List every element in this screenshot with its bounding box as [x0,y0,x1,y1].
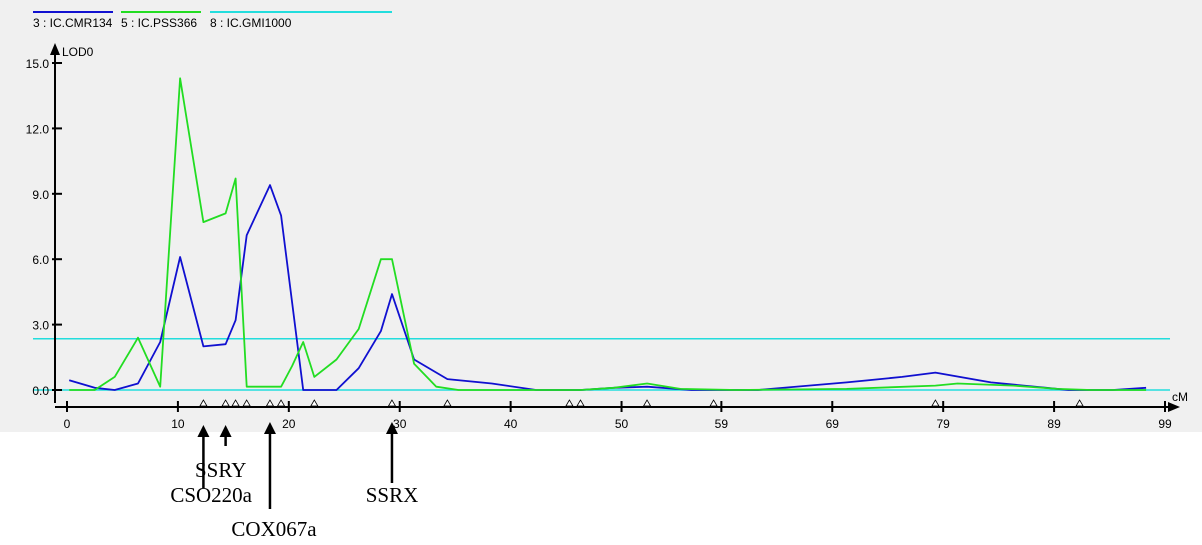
y-tick-label: 15.0 [26,57,50,71]
y-tick-label: 12.0 [26,122,50,136]
annotation-arrowhead-icon [385,422,398,434]
marker-triangle-icon [642,399,652,407]
marker-triangle-icon [1075,399,1084,407]
legend: 3 : IC.CMR134 5 : IC.PSS366 8 : IC.GMI1000 [33,11,392,30]
x-tick-label: 79 [937,417,951,431]
x-tick-label: 89 [1047,417,1061,431]
annotation-arrowhead-icon [197,425,210,437]
annotation-arrowhead-icon [219,425,232,437]
legend-label: 8 : IC.GMI1000 [210,16,292,30]
marker-triangle-icon [276,399,286,407]
x-tick-label: 0 [64,417,71,431]
annotation-label: COX067a [231,517,317,541]
marker-triangle-icon [242,399,251,407]
y-tick-label: 3.0 [32,319,49,333]
y-axis-title: LOD0 [62,45,94,59]
annotation-label: CSO220a [170,483,252,507]
annotation-label: SSRX [366,483,419,507]
x-tick-label: 30 [393,417,407,431]
y-tick-label: 0.0 [32,384,49,398]
y-tick-label: 6.0 [32,253,49,267]
marker-triangle-icon [576,399,585,407]
marker-triangle-icon [310,399,319,407]
marker-triangle-icon [231,399,240,407]
marker-triangle-icon [443,399,452,407]
x-tick-label: 99 [1158,417,1172,431]
x-axis-arrow-icon [1168,402,1180,412]
y-axis-arrow-icon [50,43,60,55]
plot-background [0,0,1202,432]
marker-triangle-icon [387,399,397,407]
annotation-arrowhead-icon [263,422,276,434]
axes: LOD0 cM [50,43,1188,412]
series-line-2 [69,77,1147,391]
series-line-1 [68,184,1147,391]
marker-triangle-icon [199,399,208,407]
x-tick-label: 40 [504,417,518,431]
x-axis-title: cM [1172,390,1188,404]
legend-label: 5 : IC.PSS366 [121,16,197,30]
threshold-lines [33,338,1170,391]
x-tick-label: 10 [171,417,185,431]
y-ticks: 0.0 3.0 6.0 9.0 12.0 15.0 [26,57,62,398]
marker-triangle-icon [265,399,275,407]
series-layer [68,77,1147,391]
x-tick-label: 20 [282,417,296,431]
x-tick-label: 59 [715,417,729,431]
marker-positions [199,399,1084,407]
x-tick-label: 69 [826,417,840,431]
legend-label: 3 : IC.CMR134 [33,16,113,30]
y-tick-label: 9.0 [32,188,49,202]
x-ticks: 0 10 20 30 40 50 59 69 79 89 99 [64,401,1172,431]
x-tick-label: 50 [615,417,629,431]
marker-triangle-icon [221,399,230,407]
marker-triangle-icon [931,399,940,407]
marker-triangle-icon [565,399,574,407]
marker-triangle-icon [709,399,718,407]
